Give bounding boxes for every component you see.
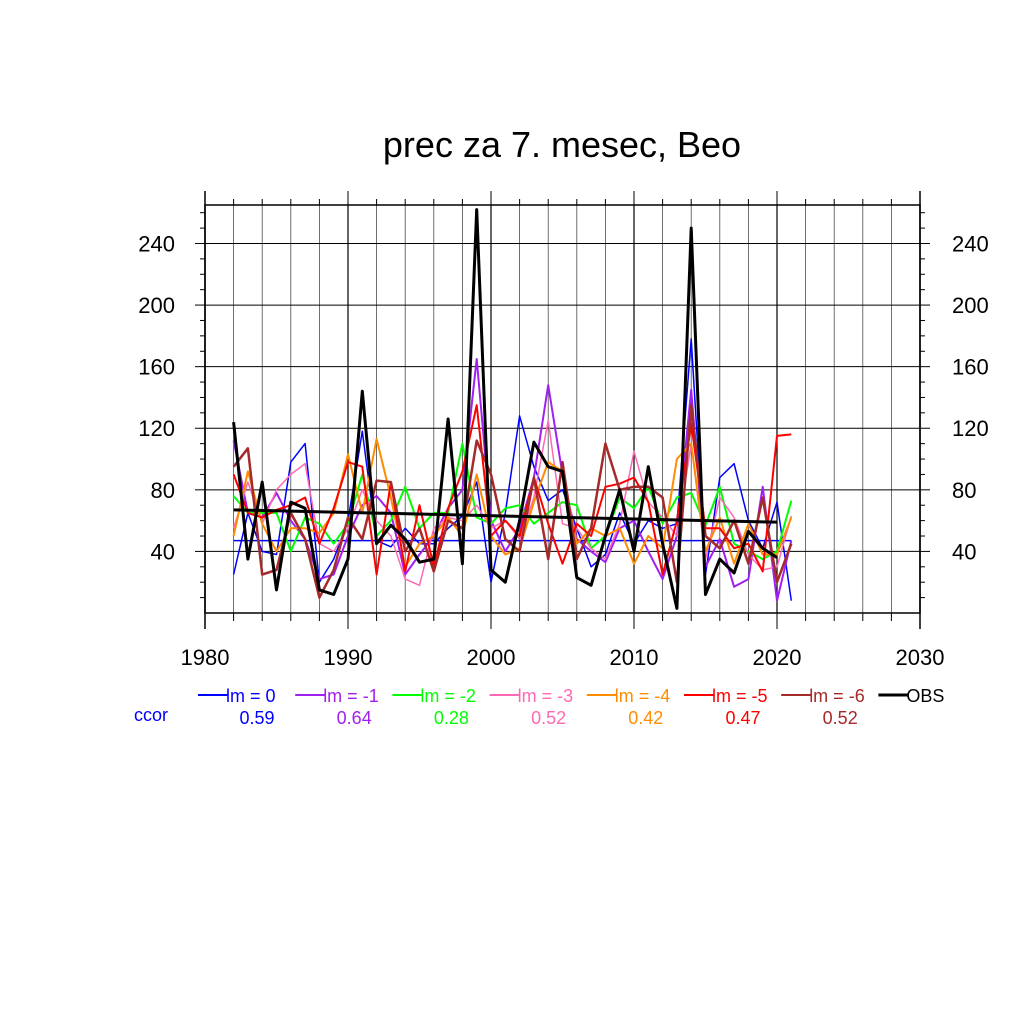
legend-label: OBS [906,686,944,706]
series-line [232,338,793,601]
ccor-value: 0.59 [239,708,274,728]
grid [205,205,920,613]
x-tick-label: 1990 [324,645,373,670]
y-tick-label-right: 40 [952,539,976,564]
x-tick-label: 2010 [610,645,659,670]
y-tick-label-left: 160 [138,355,175,380]
y-tick-label-left: 40 [151,539,175,564]
y-tick-label-right: 120 [952,416,989,441]
y-tick-label-right: 160 [952,355,989,380]
ccor-value: 0.64 [337,708,372,728]
legend-label: lm = -4 [615,686,671,706]
y-tick-label-left: 80 [151,478,175,503]
legend-label: lm = 0 [226,686,276,706]
ccor-label: ccor [134,705,168,725]
x-tick-label: 1980 [181,645,230,670]
x-tick-label: 2030 [896,645,945,670]
ccor-value: 0.47 [725,708,760,728]
y-tick-label-right: 80 [952,478,976,503]
legend-label: lm = -5 [712,686,768,706]
y-tick-label-left: 200 [138,293,175,318]
legend-label: lm = -6 [809,686,865,706]
y-tick-label-left: 240 [138,231,175,256]
legend-label: lm = -2 [420,686,476,706]
y-tick-label-right: 240 [952,231,989,256]
x-tick-label: 2020 [753,645,802,670]
x-tick-label: 2000 [467,645,516,670]
ccor-value: 0.52 [823,708,858,728]
series-group [232,208,793,610]
series-line [232,403,793,599]
chart-title: prec za 7. mesec, Beo [383,124,741,165]
ccor-value: 0.28 [434,708,469,728]
legend-label: lm = -3 [518,686,574,706]
trend-line [233,508,778,524]
y-tick-label-left: 120 [138,416,175,441]
ccor-value: 0.52 [531,708,566,728]
legend-label: lm = -1 [323,686,379,706]
y-tick-label-right: 200 [952,293,989,318]
series-line [232,442,793,561]
axes: 1980 1990 2000 2010 2020 2030 40 40 80 80 120 120 16… [138,191,989,670]
series-line [232,208,778,610]
ccor-value: 0.42 [628,708,663,728]
